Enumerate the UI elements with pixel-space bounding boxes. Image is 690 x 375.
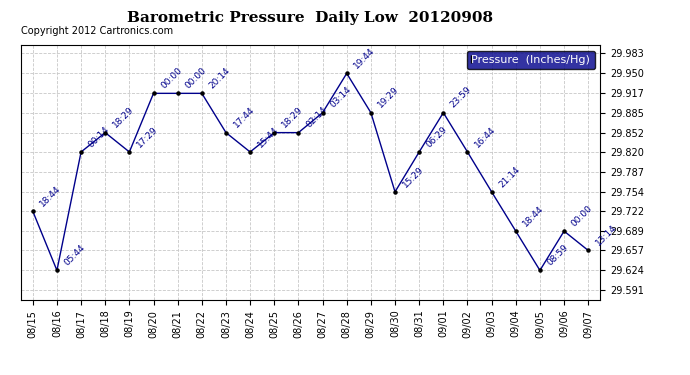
Point [51,267,62,273]
Point [582,248,593,254]
Text: 16:44: 16:44 [473,125,497,149]
Text: 19:44: 19:44 [353,46,377,70]
Text: 00:00: 00:00 [184,66,208,91]
Point [75,149,86,155]
Text: Barometric Pressure  Daily Low  20120908: Barometric Pressure Daily Low 20120908 [128,11,493,25]
Text: 13:14: 13:14 [594,223,618,248]
Text: 03:14: 03:14 [328,86,353,110]
Point [365,110,376,116]
Point [341,70,352,76]
Point [244,149,255,155]
Text: 00:14: 00:14 [87,124,111,149]
Text: 19:29: 19:29 [377,86,401,110]
Point [510,228,521,234]
Point [317,110,328,116]
Text: 15:44: 15:44 [256,125,280,149]
Point [172,90,183,96]
Point [293,130,304,136]
Point [99,130,110,136]
Point [124,149,135,155]
Point [148,90,159,96]
Text: 21:14: 21:14 [497,165,522,189]
Point [486,189,497,195]
Point [413,149,424,155]
Text: 05:44: 05:44 [63,243,87,268]
Text: Copyright 2012 Cartronics.com: Copyright 2012 Cartronics.com [21,26,172,36]
Legend: Pressure  (Inches/Hg): Pressure (Inches/Hg) [467,51,595,69]
Text: 17:29: 17:29 [135,124,159,149]
Text: 18:44: 18:44 [39,184,63,209]
Point [534,267,545,273]
Point [28,208,39,214]
Text: 18:29: 18:29 [280,105,304,130]
Text: 15:29: 15:29 [401,165,425,189]
Point [558,228,569,234]
Point [462,149,473,155]
Text: 18:29: 18:29 [111,105,135,130]
Text: 18:44: 18:44 [522,204,546,228]
Text: 23:59: 23:59 [449,86,473,110]
Point [196,90,207,96]
Point [268,130,279,136]
Point [220,130,231,136]
Text: 02:14: 02:14 [304,105,328,130]
Text: 08:59: 08:59 [546,243,570,268]
Text: 00:00: 00:00 [159,66,184,91]
Point [389,189,400,195]
Text: 20:14: 20:14 [208,66,232,91]
Text: 00:00: 00:00 [570,204,594,228]
Text: 06:29: 06:29 [425,124,449,149]
Point [437,110,448,116]
Text: 17:44: 17:44 [232,105,256,130]
